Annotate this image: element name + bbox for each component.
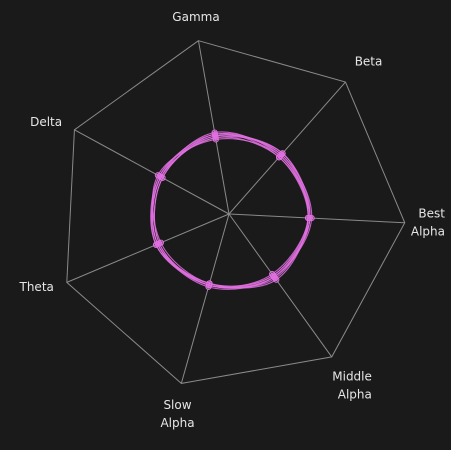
radar-grid [66,40,406,384]
axis-label: Delta [30,115,62,129]
radar-spoke [180,213,230,384]
radar-spoke [197,40,230,215]
radar-spoke [228,213,333,358]
axis-label: Beta [355,55,383,69]
radar-series-line [151,133,309,289]
radar-spoke [228,81,346,215]
radar-data-point [308,215,315,222]
radar-data-point [154,240,161,248]
radar-spoke [66,213,230,283]
axis-label: Middle Alpha [332,369,372,401]
axis-label: Gamma [172,10,219,24]
radar-data-point [270,272,277,279]
radar-data-point [275,154,283,161]
radar-data-point [156,173,163,180]
radar-data-point [206,280,213,287]
radar-outer-polygon [66,40,406,384]
radar-spoke [228,213,405,224]
radar-data-point [273,276,280,283]
radar-data-point [211,131,219,138]
radar-data-point [305,214,312,222]
axis-label: Slow Alpha [160,398,194,430]
radar-series-line [150,136,309,288]
data-series [150,129,315,290]
radar-series [151,131,312,289]
radar-spoke [74,129,230,215]
axis-labels: Gamma Beta Best Alpha Middle Alpha Slow Alpha Th… [19,10,446,430]
axis-label: Theta [19,280,54,294]
axis-label: Best Alpha [411,207,445,239]
radar-series-line [153,134,313,289]
radar-data-point [279,150,286,157]
radar-data-point [212,134,219,141]
